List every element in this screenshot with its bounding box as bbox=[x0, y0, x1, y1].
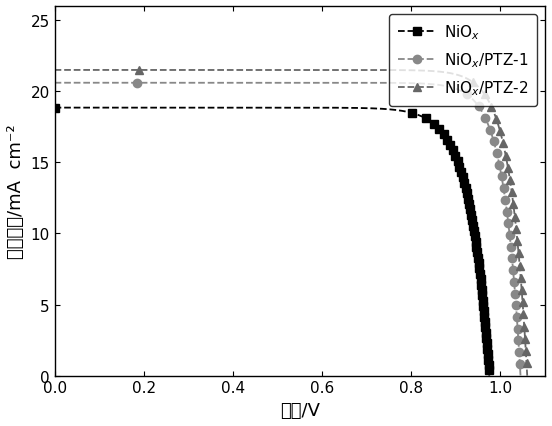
X-axis label: 电压/V: 电压/V bbox=[280, 401, 320, 419]
Y-axis label: 电流密度/mA  cm⁻²: 电流密度/mA cm⁻² bbox=[7, 124, 25, 259]
Legend: NiO$_x$, NiO$_x$/PTZ-1, NiO$_x$/PTZ-2: NiO$_x$, NiO$_x$/PTZ-1, NiO$_x$/PTZ-2 bbox=[389, 14, 538, 107]
